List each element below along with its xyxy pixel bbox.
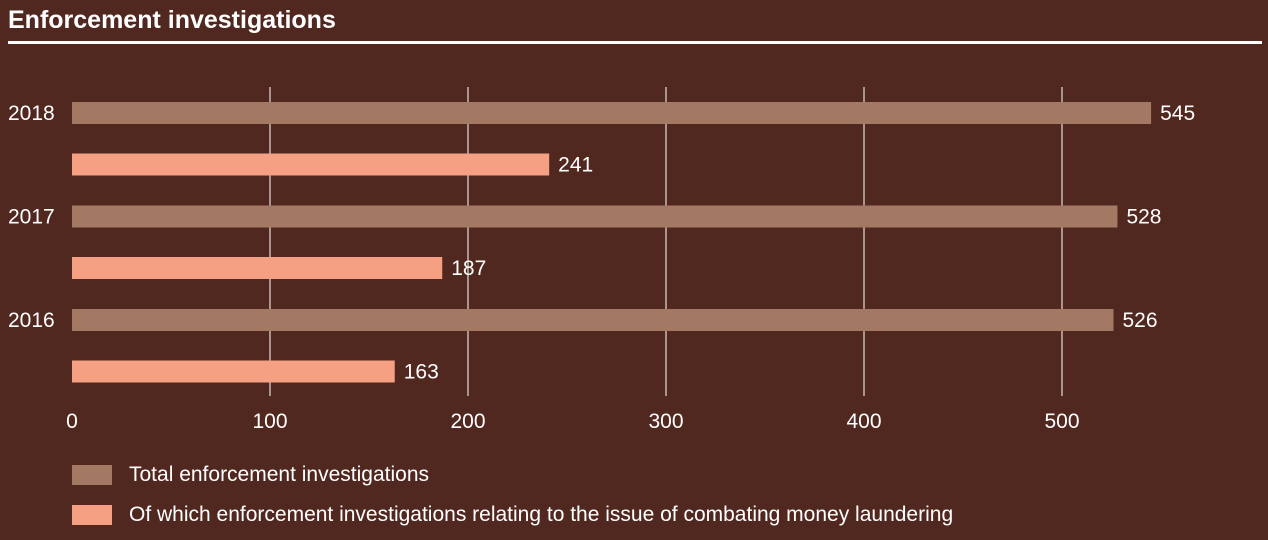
data-label-2018-series-1: 241 — [558, 154, 593, 177]
data-label-2017-series-0: 528 — [1126, 206, 1161, 229]
x-tick-label-200: 200 — [450, 410, 485, 433]
x-tick-label-500: 500 — [1044, 410, 1079, 433]
x-tick-label-400: 400 — [846, 410, 881, 433]
legend-swatch-total — [72, 465, 112, 485]
x-tick-label-100: 100 — [252, 410, 287, 433]
legend-label-money-laundering: Of which enforcement investigations rela… — [129, 503, 954, 526]
category-label-2017: 2017 — [8, 206, 55, 229]
bar-2016-series-1 — [72, 360, 395, 383]
bar-2018-series-1 — [72, 153, 550, 176]
data-label-2016-series-0: 526 — [1122, 309, 1157, 332]
legend-label-total: Total enforcement investigations — [129, 463, 429, 486]
chart-title: Enforcement investigations — [8, 6, 336, 34]
bar-chart: 0 100 200 300 400 500 2018 545 241 2017 528 187 2016… — [8, 87, 1195, 433]
bar-2016-series-0 — [72, 309, 1114, 331]
bar-2017-series-1 — [72, 257, 443, 279]
data-label-2018-series-0: 545 — [1160, 102, 1195, 125]
x-tick-label-0: 0 — [66, 410, 78, 433]
data-label-2017-series-1: 187 — [451, 257, 486, 280]
legend-item-money-laundering: Of which enforcement investigations rela… — [72, 504, 953, 526]
legend-item-total: Total enforcement investigations — [72, 464, 953, 486]
title-divider — [8, 41, 1262, 44]
data-label-2016-series-1: 163 — [404, 361, 439, 384]
bar-2017-series-0 — [72, 205, 1118, 228]
legend-swatch-money-laundering — [72, 505, 112, 525]
category-label-2016: 2016 — [8, 309, 55, 332]
x-tick-label-300: 300 — [648, 410, 683, 433]
legend: Total enforcement investigations Of whic… — [72, 464, 953, 540]
bar-2018-series-0 — [72, 102, 1152, 124]
category-label-2018: 2018 — [8, 102, 55, 125]
